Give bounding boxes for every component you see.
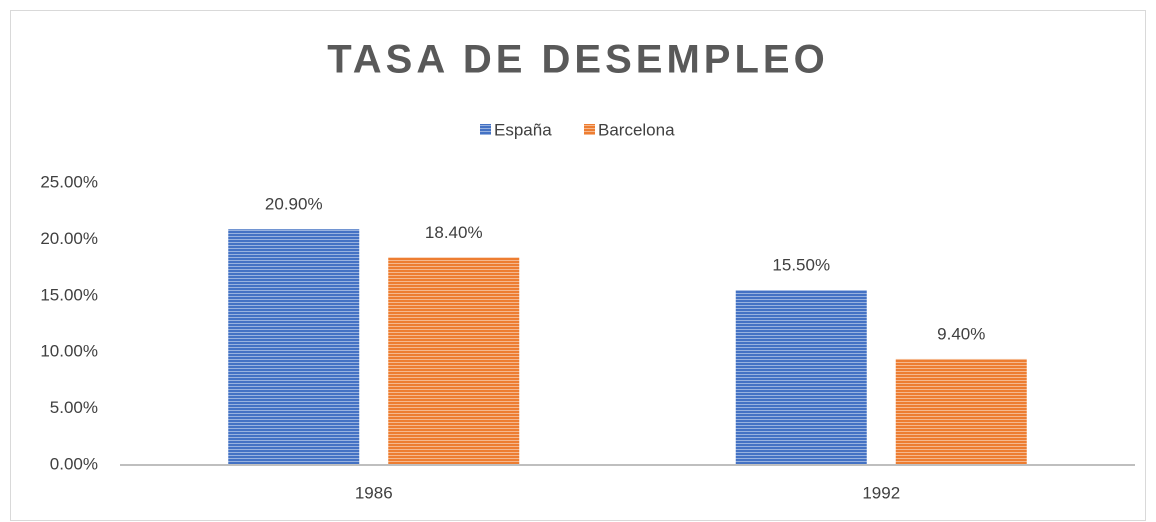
legend-swatch — [584, 124, 595, 135]
chart-border — [10, 10, 1146, 521]
y-tick-label: 5.00% — [50, 398, 98, 417]
x-tick-label: 1992 — [862, 483, 900, 502]
bar — [388, 257, 520, 465]
y-tick-label: 0.00% — [50, 454, 98, 473]
y-tick-label: 20.00% — [40, 229, 98, 248]
value-label: 15.50% — [772, 256, 830, 275]
legend-swatch — [480, 124, 491, 135]
legend-label: España — [494, 120, 552, 139]
legend-label: Barcelona — [598, 120, 675, 139]
bar — [228, 229, 360, 465]
value-label: 20.90% — [265, 195, 323, 214]
bar — [895, 358, 1027, 465]
y-tick-label: 15.00% — [40, 285, 98, 304]
y-tick-label: 10.00% — [40, 342, 98, 361]
value-label: 18.40% — [425, 223, 483, 242]
value-label: 9.40% — [937, 324, 985, 343]
bar — [735, 290, 867, 465]
chart-title: TASA DE DESEMPLEO — [327, 38, 828, 82]
y-tick-label: 25.00% — [40, 172, 98, 191]
x-tick-label: 1986 — [355, 483, 393, 502]
